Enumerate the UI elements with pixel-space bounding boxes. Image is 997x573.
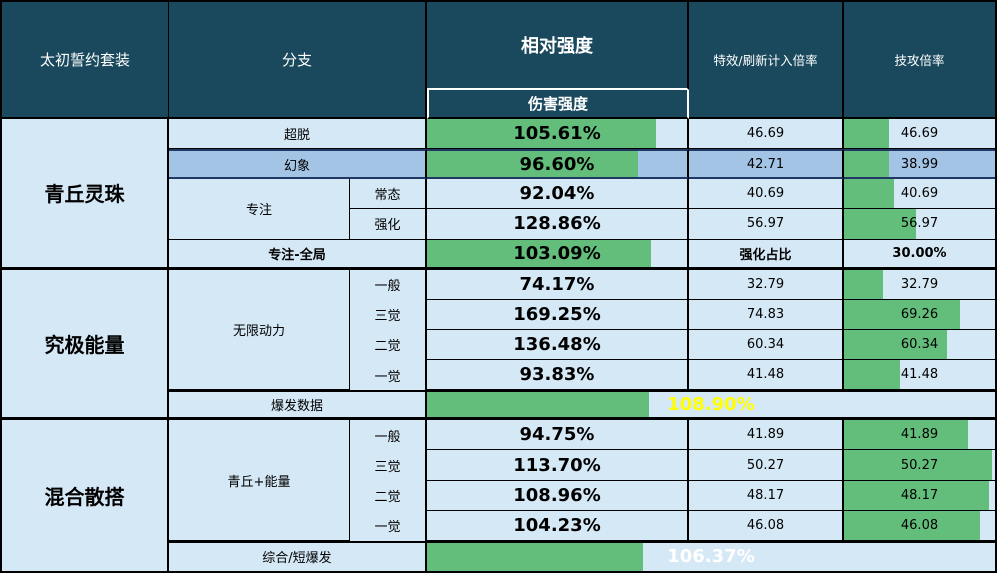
burst-result-cell[interactable]: 108.90% [427,390,995,421]
fx-multiplier-cell[interactable]: 32.79 [689,269,844,300]
data-bar [427,119,656,149]
col-header-set[interactable]: 太初誓约套装 [2,2,169,119]
relative-strength-cell[interactable]: 93.83% [427,360,689,391]
fx-multiplier-cell[interactable]: 46.08 [689,510,844,541]
sub-branch-cell[interactable]: 二觉 [350,480,427,511]
data-bar [844,450,992,480]
data-bar [844,329,947,360]
data-bar [844,269,884,299]
relative-strength-cell[interactable]: 113.70% [427,450,689,481]
data-bar [844,299,961,329]
atk-multiplier-cell[interactable]: 56.97 [844,209,995,240]
sub-branch-cell[interactable]: 三觉 [350,450,427,481]
col-header-relative-strength[interactable]: 相对强度 [427,2,689,90]
atk-multiplier-cell[interactable]: 30.00% [844,239,995,270]
relative-strength-cell[interactable]: 74.17% [427,269,689,300]
relative-strength-cell[interactable]: 94.75% [427,420,689,451]
relative-strength-cell[interactable]: 92.04% [427,179,689,210]
fx-multiplier-cell[interactable]: 56.97 [689,209,844,240]
data-bar [844,420,968,450]
fx-multiplier-cell[interactable]: 41.89 [689,420,844,451]
col-header-atk-multiplier[interactable]: 技攻倍率 [844,2,995,119]
col-header-fx-multiplier[interactable]: 特效/刷新计入倍率 [689,2,844,119]
sub-branch-cell[interactable]: 常态 [350,179,427,210]
data-bar [844,119,890,149]
relative-strength-cell[interactable]: 108.96% [427,480,689,511]
data-bar [427,392,649,418]
sub-branch-cell[interactable]: 一觉 [350,510,427,541]
sub-branch-cell[interactable]: 一般 [350,269,427,300]
fx-multiplier-cell[interactable]: 42.71 [689,149,844,180]
fx-multiplier-cell[interactable]: 40.69 [689,179,844,210]
relative-strength-cell[interactable]: 96.60% [427,149,689,180]
data-bar [844,480,989,510]
data-bar [844,209,917,239]
relative-strength-cell[interactable]: 105.61% [427,119,689,150]
fx-multiplier-cell[interactable]: 60.34 [689,329,844,361]
atk-multiplier-cell[interactable]: 32.79 [844,269,995,300]
relative-strength-cell[interactable]: 104.23% [427,510,689,541]
fx-multiplier-cell[interactable]: 50.27 [689,450,844,481]
atk-multiplier-cell[interactable]: 38.99 [844,149,995,180]
sub-branch-cell[interactable]: 强化 [350,209,427,240]
fx-multiplier-cell[interactable]: 46.69 [689,119,844,150]
sub-branch-cell[interactable]: 三觉 [350,299,427,330]
col-header-branch[interactable]: 分支 [169,2,427,119]
atk-multiplier-cell[interactable]: 41.48 [844,360,995,391]
relative-strength-cell[interactable]: 103.09% [427,239,689,270]
atk-multiplier-cell[interactable]: 48.17 [844,480,995,511]
fx-multiplier-cell[interactable]: 41.48 [689,360,844,391]
col-header-damage-strength[interactable]: 伤害强度 [427,90,689,119]
branch-cell[interactable]: 无限动力 [169,269,350,391]
atk-multiplier-cell[interactable]: 46.69 [844,119,995,150]
atk-multiplier-cell[interactable]: 40.69 [844,179,995,210]
atk-multiplier-cell[interactable]: 46.08 [844,510,995,541]
branch-cell[interactable]: 幻象 [169,149,427,180]
branch-cell[interactable]: 青丘+能量 [169,420,350,541]
fx-multiplier-cell[interactable]: 强化占比 [689,239,844,270]
summary-branch-cell[interactable]: 专注-全局 [169,239,427,270]
relative-strength-cell[interactable]: 136.48% [427,329,689,361]
sub-branch-cell[interactable]: 一觉 [350,360,427,391]
atk-multiplier-cell[interactable]: 69.26 [844,299,995,330]
data-bar [844,360,900,390]
fx-multiplier-cell[interactable]: 74.83 [689,299,844,330]
section-label-qingqiu[interactable]: 青丘灵珠 [2,119,169,270]
summary-branch-cell[interactable]: 爆发数据 [169,390,427,421]
section-label-jiuji[interactable]: 究极能量 [2,269,169,421]
branch-cell[interactable]: 专注 [169,179,350,240]
data-bar [427,239,651,267]
branch-cell[interactable]: 超脱 [169,119,427,150]
atk-multiplier-cell[interactable]: 50.27 [844,450,995,481]
data-bar [844,151,890,178]
atk-multiplier-cell[interactable]: 60.34 [844,329,995,361]
data-bar [427,151,638,178]
section-label-hunhe[interactable]: 混合散搭 [2,420,169,571]
sub-branch-cell[interactable]: 二觉 [350,329,427,361]
summary-branch-cell[interactable]: 综合/短爆发 [169,540,427,571]
sub-branch-cell[interactable]: 一般 [350,420,427,451]
data-bar [844,510,980,540]
atk-multiplier-cell[interactable]: 41.89 [844,420,995,451]
fx-multiplier-cell[interactable]: 48.17 [689,480,844,511]
data-bar [427,542,643,571]
burst-result-cell[interactable]: 106.37% [427,540,995,571]
relative-strength-cell[interactable]: 169.25% [427,299,689,330]
relative-strength-cell[interactable]: 128.86% [427,209,689,240]
data-bar [844,179,894,209]
